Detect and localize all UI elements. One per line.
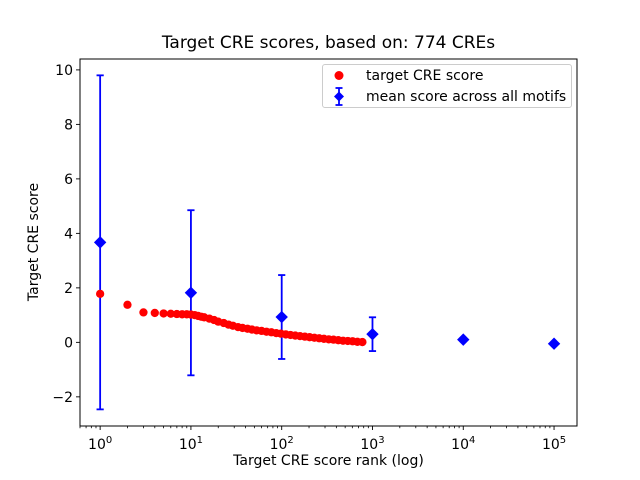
x-axis-tick-label: 101 (179, 435, 203, 453)
y-axis-tick-label: 2 (64, 281, 73, 297)
mean-score-diamond (366, 327, 379, 341)
target-score-point (95, 289, 105, 299)
target-score-point (166, 309, 175, 318)
x-axis-tick-label: 104 (451, 435, 475, 453)
mean-score-diamond (547, 337, 561, 350)
chart-title: Target CRE scores, based on: 774 CREs (161, 33, 496, 53)
y-axis-tick-label: 10 (55, 63, 73, 79)
x-axis-tick-label: 105 (542, 435, 566, 453)
legend: target CRE score mean score across all m… (322, 64, 572, 108)
target-score-point (123, 300, 132, 309)
mean-score-diamond (275, 310, 288, 324)
legend-label: mean score across all motifs (366, 88, 567, 105)
x-axis-label: Target CRE score rank (log) (233, 453, 424, 469)
mean-score-diamond (184, 286, 198, 299)
x-axis-tick-label: 103 (360, 435, 384, 453)
legend-item-target-cre-score: target CRE score (323, 65, 571, 86)
mean-score-diamond (457, 333, 470, 346)
legend-item-mean-score: mean score across all motifs (323, 86, 571, 107)
x-axis-tick-label: 102 (270, 435, 294, 453)
red-circle-icon (323, 65, 355, 86)
blue-diamond-errorbar-icon (323, 86, 355, 107)
y-axis-tick-label: 0 (64, 335, 73, 351)
y-axis-tick-label: 4 (64, 226, 73, 242)
mean-score-diamond (93, 236, 107, 249)
target-score-point (139, 308, 148, 317)
plot-border (79, 58, 578, 427)
y-axis-tick-label: −2 (52, 390, 73, 406)
x-axis-tick-label: 100 (88, 435, 112, 453)
legend-label: target CRE score (366, 67, 484, 84)
target-score-point (150, 308, 159, 318)
target-score-point (159, 309, 168, 318)
y-axis-tick-label: 6 (64, 172, 73, 188)
target-score-point (358, 337, 367, 347)
y-axis-tick-label: 8 (64, 117, 73, 133)
